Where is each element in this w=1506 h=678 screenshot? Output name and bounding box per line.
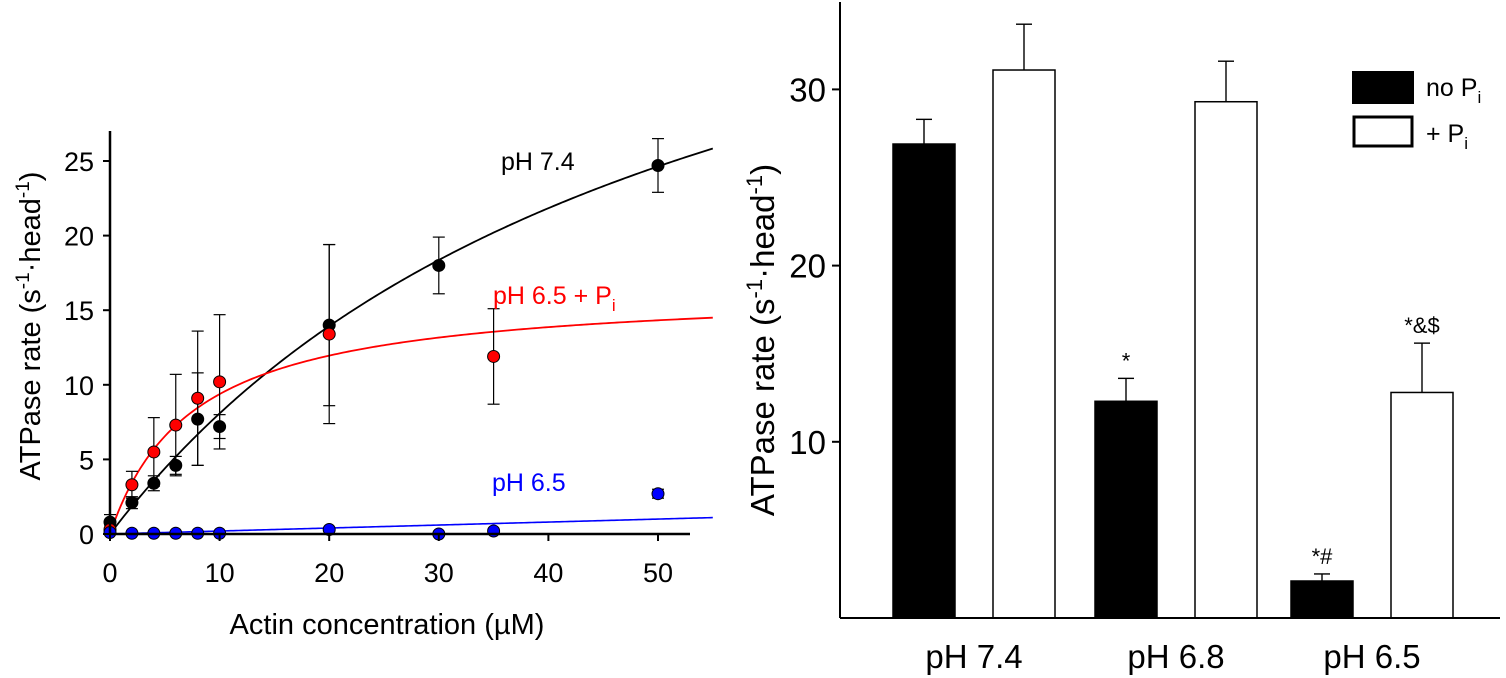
data-point <box>125 496 139 510</box>
significance-annotation: *# <box>1312 544 1334 569</box>
data-point <box>213 420 227 434</box>
left-y-tick-label: 0 <box>79 520 94 550</box>
data-point <box>651 158 665 172</box>
fit-curve-1 <box>109 316 713 535</box>
bar-no-pi <box>892 143 956 619</box>
data-point <box>169 458 183 472</box>
legend-swatch-plus-pi <box>1352 115 1414 148</box>
left-x-tick-label: 40 <box>533 558 563 588</box>
fit-curve-0 <box>109 147 714 535</box>
data-point <box>125 478 139 492</box>
left-y-axis-label: ATPase rate (s-1·head-1) <box>13 172 47 481</box>
data-point <box>487 349 501 363</box>
left-y-tick-label: 20 <box>64 222 94 252</box>
right-y-axis-label: ATPase rate (s-1·head-1) <box>742 164 781 516</box>
fit-curve-2 <box>109 516 713 535</box>
right-x-category-label: pH 6.5 <box>1323 638 1420 675</box>
left-x-tick-label: 30 <box>424 558 454 588</box>
data-point <box>213 375 227 389</box>
data-point <box>169 418 183 432</box>
data-point <box>432 258 446 272</box>
right-y-tick-label: 20 <box>789 248 826 285</box>
series-label-ph65-pi: pH 6.5 + Pi <box>493 282 616 315</box>
left-x-tick-label: 20 <box>314 558 344 588</box>
data-point <box>147 476 161 490</box>
left-x-tick-label: 50 <box>643 558 673 588</box>
legend: no Pi + Pi <box>1352 71 1481 153</box>
legend-label-no-pi: no Pi <box>1426 74 1481 107</box>
bar-plus-pi <box>1390 391 1454 619</box>
data-point <box>651 487 665 501</box>
data-point <box>191 391 205 405</box>
left-x-tick-label: 0 <box>102 558 117 588</box>
right-x-category-label: pH 6.8 <box>1127 638 1224 675</box>
data-point <box>191 412 205 426</box>
right-x-category-label: pH 7.4 <box>925 638 1022 675</box>
bar-no-pi <box>1290 580 1354 619</box>
legend-swatch-no-pi <box>1352 71 1414 104</box>
left-y-tick-label: 15 <box>64 296 94 326</box>
right-y-tick-label: 30 <box>789 71 826 108</box>
series-label-ph65: pH 6.5 <box>492 469 566 497</box>
series-label-ph74: pH 7.4 <box>501 148 575 176</box>
bar-plus-pi <box>992 69 1056 619</box>
bar-no-pi <box>1094 400 1158 619</box>
bar-plus-pi <box>1194 100 1258 619</box>
right-y-tick-label: 10 <box>789 424 826 461</box>
data-point <box>147 445 161 459</box>
right-chart-atpase-bars: 10 20 30 pH 7.4 pH 6.8 pH 6.5 * *# *&$ ATPase r… <box>742 2 1500 675</box>
legend-label-plus-pi: + Pi <box>1426 120 1468 153</box>
data-point <box>322 327 336 341</box>
left-y-tick-label: 25 <box>64 147 94 177</box>
left-x-axis-label: Actin concentration (µM) <box>230 609 545 641</box>
significance-annotation: *&$ <box>1404 313 1439 338</box>
left-y-tick-label: 10 <box>64 371 94 401</box>
left-y-tick-label: 5 <box>79 445 94 475</box>
left-x-tick-label: 10 <box>205 558 235 588</box>
significance-annotation: * <box>1122 348 1131 373</box>
left-chart-actin-atpase: 0 10 20 30 40 50 0 5 10 15 20 25 Actin concentratio… <box>13 131 714 641</box>
